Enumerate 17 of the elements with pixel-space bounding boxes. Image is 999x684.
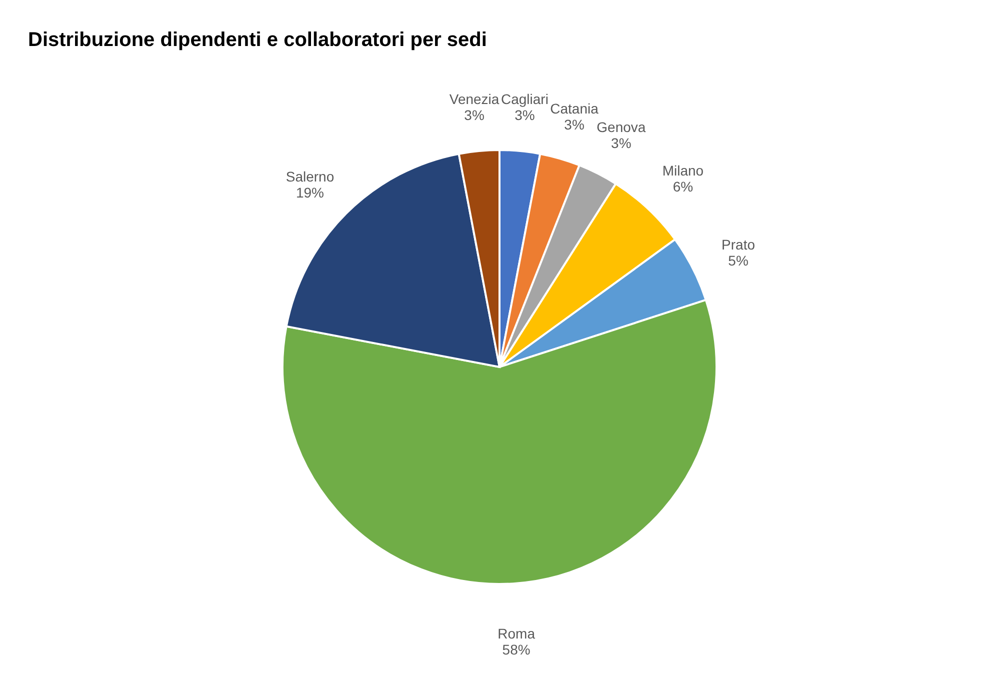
data-label: 3%: [464, 107, 484, 124]
slice-label: Roma: [498, 625, 536, 642]
slice-label: Genova: [596, 119, 646, 136]
slice-label: Cagliari: [500, 91, 548, 108]
data-label: 5%: [728, 252, 748, 268]
data-label: 19%: [296, 184, 324, 200]
data-label: 6%: [672, 178, 694, 195]
slice-label: Salerno: [286, 168, 334, 184]
data-label: 58%: [502, 641, 530, 658]
data-label: 3%: [611, 135, 632, 152]
slice-label: Venezia: [449, 91, 500, 108]
data-label: 3%: [514, 107, 535, 124]
data-label: 3%: [564, 116, 584, 133]
slice-label: Prato: [722, 236, 756, 252]
chart-title: Distribuzione dipendenti e collaboratori per sedi: [28, 29, 487, 51]
slice-label: Catania: [550, 100, 599, 117]
slice-label: Milano: [662, 162, 704, 179]
